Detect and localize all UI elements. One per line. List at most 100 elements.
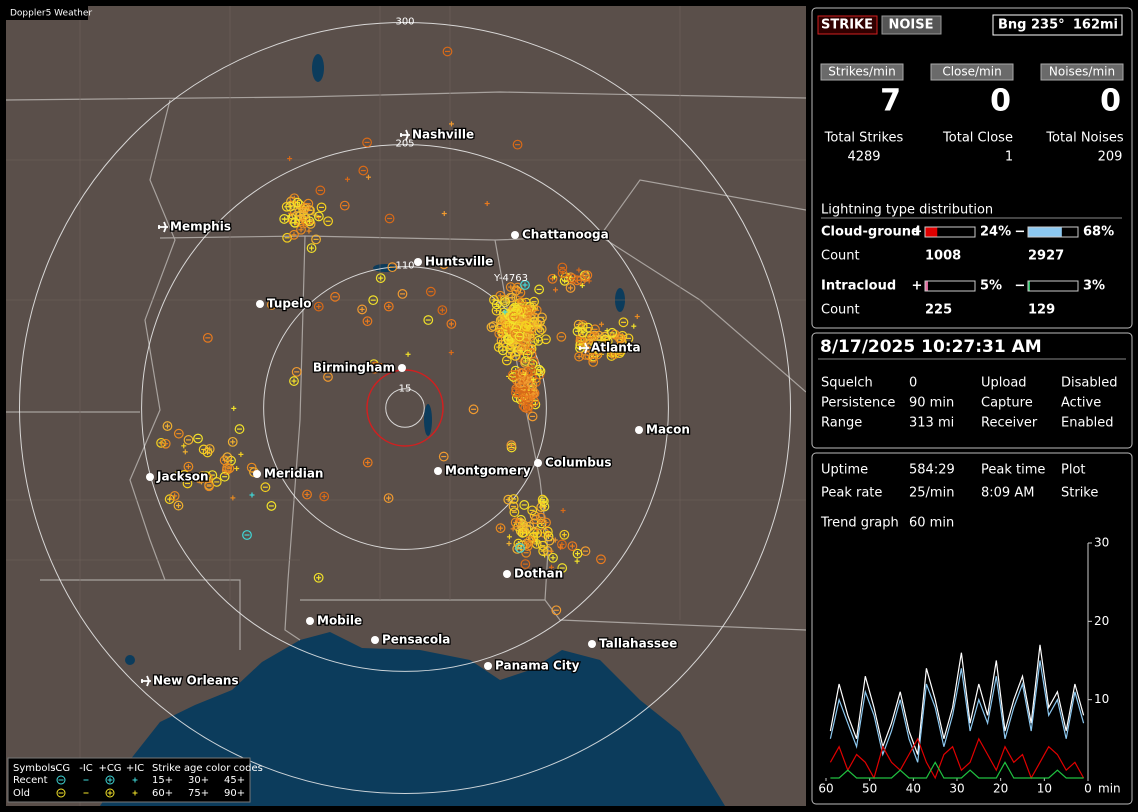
stat-cell: Peak rate	[821, 486, 882, 501]
noise-button[interactable]	[881, 15, 942, 35]
legend-glyph	[105, 788, 115, 798]
strike-symbol	[527, 505, 538, 516]
strike-ring	[423, 315, 434, 325]
strike-symbol	[521, 321, 532, 332]
strike-symbol	[294, 207, 305, 217]
strike-symbol	[211, 477, 222, 487]
strike-symbol	[202, 473, 213, 484]
strike-symbol	[183, 461, 194, 472]
strike-ring	[313, 211, 324, 222]
strike-symbol	[484, 201, 490, 207]
strike-ring	[509, 311, 519, 322]
strike-ring	[521, 547, 532, 558]
strike-ring	[397, 288, 408, 299]
strike-ring	[197, 471, 208, 482]
strike-ring	[299, 203, 310, 214]
strike-ring	[383, 301, 394, 312]
strike-symbol	[468, 404, 479, 415]
strike-button[interactable]	[817, 15, 878, 35]
strike-ring	[425, 286, 436, 297]
strike-ring	[290, 217, 300, 228]
strike-ring	[614, 348, 625, 359]
strike-ring	[304, 216, 315, 227]
strike-ring	[493, 342, 504, 353]
strike-symbol	[242, 530, 252, 540]
strike-ring	[384, 213, 395, 224]
y-tick-label: 30	[1094, 536, 1109, 550]
strike-ring	[292, 197, 303, 208]
strike-ring	[557, 268, 568, 278]
city-label: Montgomery	[445, 464, 531, 478]
strike-symbol	[535, 512, 546, 523]
strike-ring	[615, 346, 626, 357]
strike-symbol	[541, 334, 551, 345]
gulf-water	[100, 632, 725, 806]
strike-symbol	[506, 534, 512, 540]
strike-symbol	[316, 202, 327, 213]
strike-symbol	[375, 273, 386, 283]
sign: +	[912, 279, 923, 294]
strike-symbol	[222, 452, 233, 463]
city-dot	[146, 473, 154, 481]
strike-ring	[494, 328, 505, 339]
strike-symbol	[313, 301, 324, 312]
strike-symbol	[520, 559, 531, 569]
legend-glyph	[56, 775, 66, 785]
strike-ring	[523, 401, 534, 412]
strike-symbol	[423, 315, 434, 325]
strike-symbol	[302, 489, 312, 500]
percent-bar	[925, 281, 928, 291]
total-label: Total Noises	[1045, 131, 1124, 146]
strike-symbol	[387, 262, 398, 273]
strike-ring	[503, 334, 513, 345]
strike-symbol	[266, 299, 277, 310]
total-label: Total Close	[942, 131, 1013, 146]
strike-ring	[260, 482, 271, 493]
strike-symbol	[234, 424, 245, 434]
strike-symbol	[507, 292, 518, 303]
status-value: 0	[909, 376, 917, 391]
strike-ring	[517, 394, 528, 404]
bearing-box	[992, 14, 1123, 36]
noise-button-label[interactable]: NOISE	[888, 18, 933, 33]
legend-glyph	[56, 788, 66, 798]
status-value: Active	[1061, 396, 1101, 411]
strike-symbol	[508, 305, 514, 311]
x-tick-label: 50	[862, 782, 877, 796]
strike-ring	[520, 280, 530, 290]
status-value: 313 mi	[909, 416, 954, 431]
strike-symbol	[315, 185, 326, 196]
legend-symbol-label: +IC	[126, 763, 144, 774]
strike-symbol	[600, 341, 611, 352]
strike-symbol	[323, 372, 333, 382]
strike-symbol	[534, 527, 540, 533]
strike-symbol	[551, 605, 562, 616]
strike-ring	[508, 494, 519, 504]
strike-button-label[interactable]: STRIKE	[821, 18, 873, 33]
strike-symbol	[587, 352, 598, 363]
strike-ring	[520, 559, 531, 569]
strike-symbol	[522, 305, 533, 316]
rate-label: Noises/min	[1049, 65, 1115, 79]
strike-ring	[565, 283, 576, 293]
strike-ring	[534, 284, 545, 295]
strike-ring	[286, 196, 296, 207]
strike-ring	[503, 494, 514, 505]
strike-ring	[162, 421, 173, 431]
strike-ring	[294, 207, 305, 217]
strike-symbol	[512, 139, 523, 150]
strike-ring	[589, 330, 600, 341]
strike-symbol	[518, 400, 529, 411]
legend-age: 30+	[188, 775, 209, 786]
strike-symbol	[323, 216, 334, 227]
strike-symbol	[439, 259, 449, 270]
x-tick-label: 20	[993, 782, 1008, 796]
strike-ring	[193, 433, 203, 444]
strike-symbol	[446, 318, 457, 329]
city-dot	[414, 258, 422, 266]
glyph-ring	[105, 775, 115, 785]
strike-ring	[609, 349, 620, 360]
strike-symbol	[304, 216, 315, 227]
legend-age: 60+	[152, 788, 173, 799]
